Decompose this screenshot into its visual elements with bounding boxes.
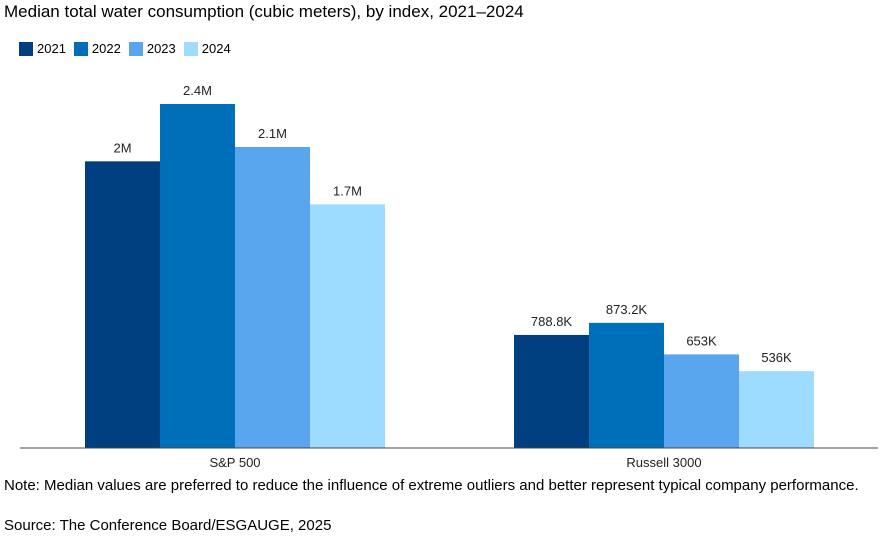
- legend-item-2024: 2024: [183, 41, 231, 56]
- legend-label: 2023: [146, 41, 176, 56]
- bar-value-label: 2.4M: [183, 83, 212, 98]
- chart-canvas: 2M 2.4M 2.1M 1.7M 788.8K 873.2K 653K 536K S&P 5…: [20, 83, 878, 470]
- category-label: S&P 500: [209, 455, 260, 470]
- bar-value-label: 1.7M: [333, 183, 362, 198]
- chart-source: Source: The Conference Board/ESGAUGE, 20…: [4, 517, 332, 534]
- category-label: Russell 3000: [626, 455, 701, 470]
- bar-value-label: 2M: [113, 140, 131, 155]
- legend-swatch: [73, 41, 88, 56]
- legend-swatch: [128, 41, 143, 56]
- legend-label: 2021: [37, 41, 66, 56]
- legend-label: 2024: [201, 41, 231, 56]
- category-labels-group: S&P 500 Russell 3000: [209, 455, 701, 470]
- bar-labels-group: 2M 2.4M 2.1M 1.7M 788.8K 873.2K 653K 536K: [113, 83, 792, 365]
- bar-value-label: 653K: [686, 333, 717, 348]
- bar-2023-0: [235, 147, 310, 448]
- bar-2024-0: [310, 204, 385, 448]
- chart-title: Median total water consumption (cubic me…: [4, 2, 524, 21]
- legend-label: 2022: [91, 41, 121, 56]
- bar-2022-1: [589, 322, 664, 448]
- legend-item-2021: 2021: [19, 41, 66, 56]
- bars-group: [85, 104, 814, 449]
- legend-swatch: [19, 41, 33, 56]
- legend-item-2022: 2022: [73, 41, 121, 56]
- bar-value-label: 873.2K: [606, 302, 648, 317]
- bar-value-label: 2.1M: [258, 126, 287, 141]
- bar-2022-0: [160, 104, 235, 448]
- bar-2024-1: [739, 371, 814, 448]
- bar-2021-0: [85, 161, 160, 449]
- bar-2023-1: [664, 354, 739, 448]
- chart-note: Note: Median values are preferred to red…: [4, 477, 859, 494]
- bar-value-label: 536K: [761, 350, 792, 365]
- bar-2021-1: [514, 334, 589, 448]
- chart-legend: 2021 2022 2023 2024: [19, 41, 239, 56]
- legend-swatch: [183, 41, 198, 56]
- legend-item-2023: 2023: [128, 41, 176, 56]
- bar-value-label: 788.8K: [531, 314, 573, 329]
